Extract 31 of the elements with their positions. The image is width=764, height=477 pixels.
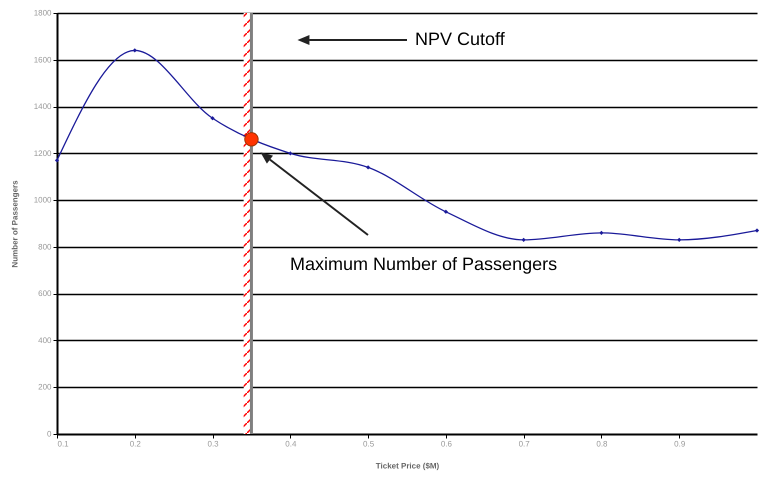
y-tick-label: 1000	[34, 196, 52, 205]
annotation: Maximum Number of Passengers	[290, 254, 558, 274]
x-tick-label: 0.6	[440, 440, 452, 448]
y-tick-label: 800	[38, 242, 52, 252]
point	[366, 165, 370, 170]
annotation: NPV Cutoff	[415, 29, 506, 49]
y-tick-label: 1400	[34, 102, 52, 112]
point	[599, 230, 604, 235]
x-tick-label: 0.5	[363, 440, 375, 448]
y-tick-label: 0	[47, 430, 52, 438]
point	[522, 238, 526, 242]
x-tick-label: 0.3	[207, 440, 220, 448]
point	[677, 238, 682, 242]
y-tick-label: 200	[38, 382, 52, 392]
x-tick-label: 0.4	[285, 440, 297, 448]
point	[288, 151, 292, 156]
y-tick-label: 1600	[34, 55, 52, 64]
x-tick-label: 0.7	[518, 440, 530, 448]
x-axis-title: Ticket Price ($M)	[376, 462, 440, 470]
x-tick-label: 0.2	[130, 440, 142, 448]
y-axis-title: Number of Passengers	[10, 180, 20, 268]
point	[244, 132, 259, 146]
x-tick-label: 0.9	[674, 440, 686, 448]
y-tick-label: 400	[38, 336, 52, 345]
y-tick-label: 1200	[34, 148, 52, 158]
point	[754, 228, 760, 233]
x-tick-label: 0.1	[58, 440, 70, 448]
point	[444, 210, 448, 214]
x-tick-label: 0.8	[596, 440, 608, 448]
y-tick-label: 1800	[34, 8, 52, 18]
y-tick-label: 600	[38, 289, 52, 298]
